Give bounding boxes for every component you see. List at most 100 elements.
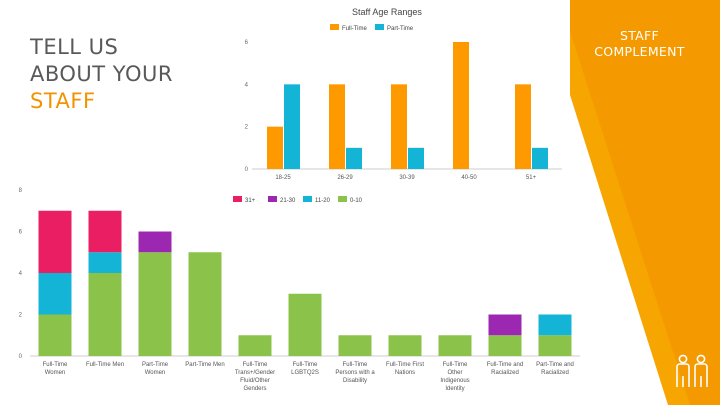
side-panel-shade [560, 0, 720, 405]
x-tick-label-line: Persons with a [335, 370, 375, 376]
legend-swatch [330, 24, 339, 30]
y-tick-label: 6 [245, 40, 249, 46]
x-tick-label-line: Fluid/Other [240, 378, 270, 384]
x-tick-label: 30-39 [399, 175, 415, 181]
heading-line-3: STAFF [30, 89, 96, 113]
stacked-bar-segment [538, 335, 572, 356]
bar [267, 126, 283, 169]
slide-heading: TELL US ABOUT YOUR STAFF [30, 34, 230, 115]
stacked-bar-segment [38, 314, 72, 356]
people-icon [676, 354, 708, 387]
x-tick-label-line: Full-Time Men [86, 362, 124, 368]
y-tick-label: 2 [245, 125, 249, 131]
y-tick-label: 2 [19, 313, 23, 319]
bar [408, 147, 424, 169]
x-tick-label: 18-25 [275, 175, 291, 181]
y-tick-label: 0 [245, 167, 249, 173]
x-tick-label-line: Trans+/Gender [235, 370, 275, 376]
x-tick-label-line: Genders [243, 386, 266, 392]
y-tick-label: 6 [19, 230, 23, 236]
x-tick-label: Full-Time and Racialized [487, 362, 523, 376]
x-tick-label-line: Racialized [541, 370, 569, 376]
stacked-bar-segment [438, 335, 472, 356]
bar [329, 84, 345, 169]
stacked-bar-segment [288, 293, 322, 356]
x-tick-label-line: Full-Time [243, 362, 268, 368]
legend-label: 21-30 [280, 198, 296, 204]
x-tick-label: Full-Time Trans+/Gender Fluid/Other Genders [235, 362, 275, 392]
age-ranges-chart: Staff Age Ranges Full-Time Part-Time 0 2 4 6 18… [230, 0, 570, 190]
x-tick-label-line: Full-Time [293, 362, 318, 368]
stacked-bar-segment [138, 231, 172, 253]
bar [515, 84, 531, 169]
legend-swatch [268, 196, 277, 202]
side-title: STAFF COMPLEMENT [594, 28, 685, 59]
x-tick-label-line: Part-Time and [536, 362, 574, 368]
stacked-bar-segment [488, 335, 522, 356]
stacked-bar-segment [238, 335, 272, 356]
x-tick-label: Part-Time and Racialized [536, 362, 574, 376]
bar [346, 147, 362, 169]
x-tick-label-line: Other [447, 370, 462, 376]
x-tick-label: Full-Time First Nations [386, 362, 424, 376]
stacked-bar-segment [538, 314, 572, 336]
stacked-bar-segment [188, 252, 222, 356]
bar [532, 147, 548, 169]
x-tick-label: Full-Time Women [43, 362, 68, 376]
heading-line-2: ABOUT YOUR [30, 62, 173, 86]
x-tick-label: 40-50 [461, 175, 477, 181]
x-tick-label-line: Indigenous [440, 378, 469, 384]
legend-label: Part-Time [387, 26, 414, 32]
x-tick-label: Full-Time LGBTQ2S [291, 362, 319, 376]
legend-swatch [303, 196, 312, 202]
legend-swatch [338, 196, 347, 202]
x-tick-label-line: Nations [395, 370, 415, 376]
x-tick-label-line: Part-Time Men [185, 362, 224, 368]
stacked-bar-segment [88, 252, 122, 273]
legend-swatch [233, 196, 242, 202]
y-tick-label: 4 [19, 271, 23, 277]
x-tick-label: Part-Time Women [142, 362, 169, 376]
heading-line-1: TELL US [30, 35, 119, 59]
y-tick-label: 8 [19, 188, 23, 194]
x-tick-label: Full-Time Other Indigenous Identity [440, 362, 469, 392]
stacked-bar-segment [38, 210, 72, 273]
x-tick-label-line: Racialized [491, 370, 519, 376]
stacked-bar-segment [88, 210, 122, 253]
legend-swatch [375, 24, 384, 30]
stacked-bar-segment [88, 273, 122, 356]
x-tick-label: 51+ [526, 175, 537, 181]
x-tick-label: Full-Time Persons with a Disability [335, 362, 375, 384]
x-tick-label-line: LGBTQ2S [291, 370, 319, 376]
stacked-bar-segment [138, 252, 172, 356]
x-tick-label-line: Full-Time [443, 362, 468, 368]
stacked-bar-segment [338, 335, 372, 356]
x-tick-label-line: Full-Time [343, 362, 368, 368]
stacked-bar-segment [488, 314, 522, 336]
x-tick-label-line: Disability [343, 378, 367, 384]
bar [453, 42, 469, 169]
x-tick-label: 26-29 [337, 175, 353, 181]
x-tick-label-line: Part-Time [142, 362, 169, 368]
legend-label: 11-20 [315, 198, 331, 204]
bar [391, 84, 407, 169]
x-tick-label-line: Identity [445, 386, 464, 392]
chart-title: Staff Age Ranges [352, 7, 422, 17]
bar [284, 84, 300, 169]
x-tick-label-line: Full-Time First [386, 362, 424, 368]
stacked-bar-segment [388, 335, 422, 356]
x-tick-label-line: Women [145, 370, 166, 376]
x-tick-label: Full-Time Men [86, 362, 124, 368]
stacked-bar-segment [38, 273, 72, 315]
x-tick-label: Part-Time Men [185, 362, 224, 368]
x-tick-label-line: Full-Time and [487, 362, 523, 368]
x-tick-label-line: Full-Time [43, 362, 68, 368]
y-tick-label: 0 [19, 354, 23, 360]
y-tick-label: 4 [245, 82, 249, 88]
legend-label: 31+ [245, 198, 256, 204]
x-tick-label-line: Women [45, 370, 66, 376]
legend-label: 0-10 [350, 198, 363, 204]
legend-label: Full-Time [342, 26, 367, 32]
